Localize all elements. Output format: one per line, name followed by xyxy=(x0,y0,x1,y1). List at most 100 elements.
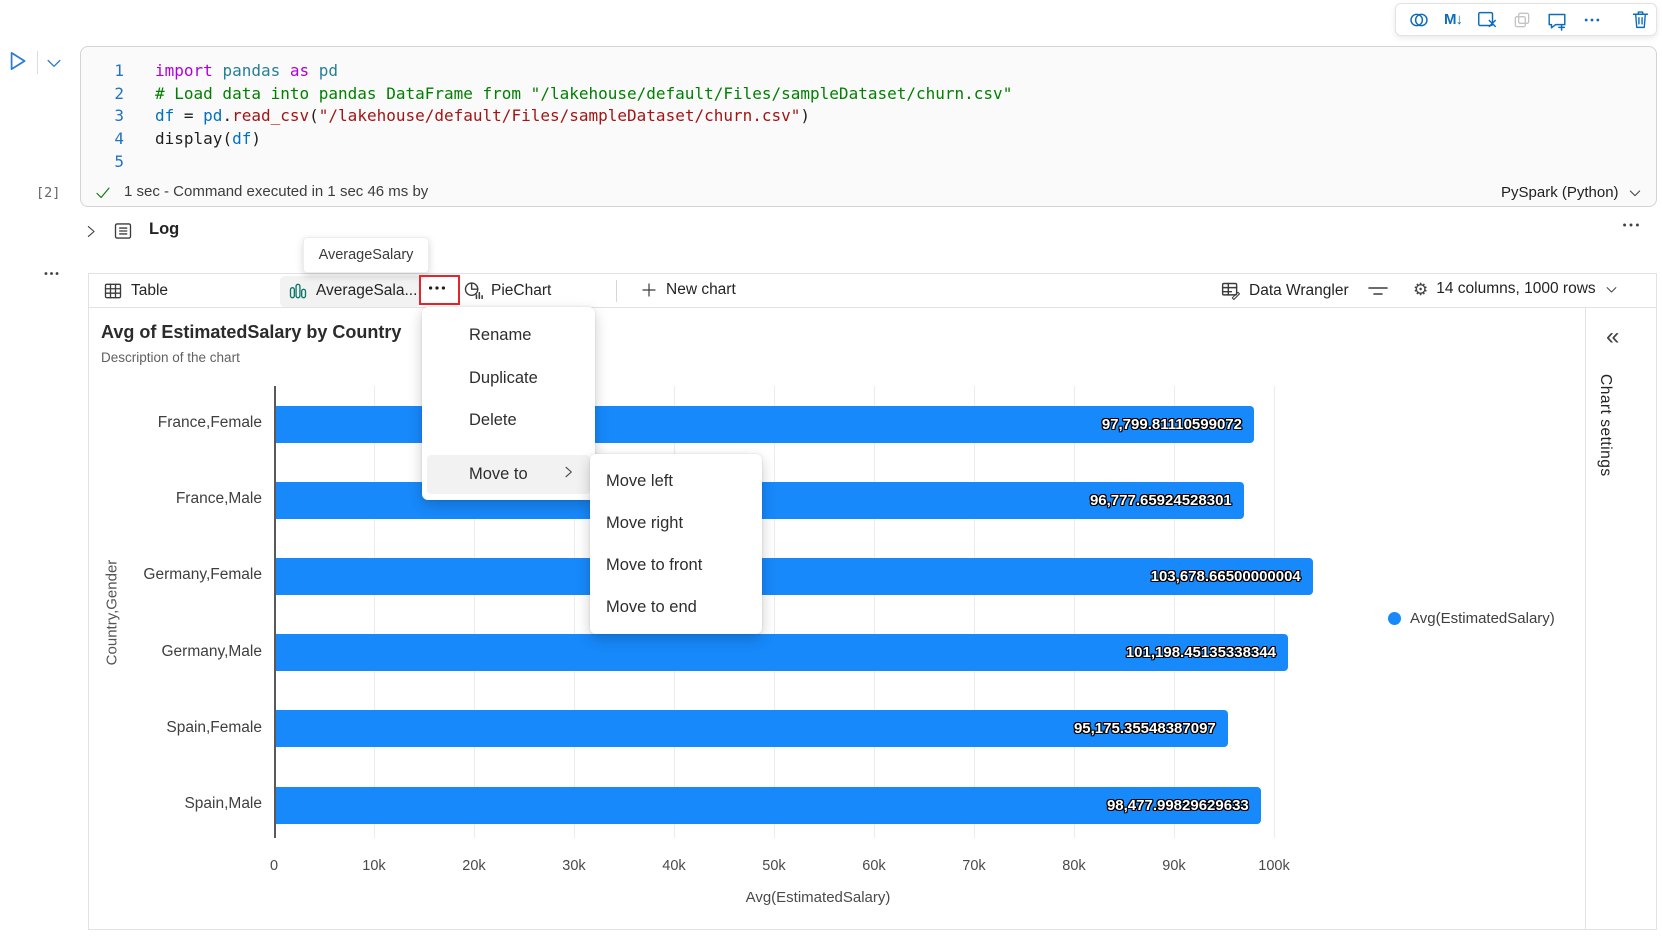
bar-value-label: 96,777.65924528301 xyxy=(1089,491,1232,509)
category-label: Spain,Female xyxy=(166,718,262,736)
bar-value-label: 98,477.99829629633 xyxy=(1106,796,1249,814)
x-tick-label: 20k xyxy=(462,858,486,874)
convert-to-markdown-icon[interactable]: M↓ xyxy=(1444,11,1463,28)
y-axis-title: Country,Gender xyxy=(103,559,121,666)
x-tick-label: 60k xyxy=(862,858,886,874)
run-options-chevron-icon[interactable] xyxy=(44,53,64,73)
log-icon xyxy=(113,221,133,241)
line-number: 3 xyxy=(114,106,124,126)
x-tick-label: 70k xyxy=(962,858,986,874)
code-line[interactable]: 4 display(df) xyxy=(80,128,1640,151)
code-line[interactable]: 3 df = pd.read_csv("/lakehouse/default/Fi… xyxy=(80,105,1640,128)
bar-Spain,Female[interactable] xyxy=(276,710,1228,748)
bar-value-label: 95,175.35548387097 xyxy=(1073,720,1216,738)
line-number: 4 xyxy=(114,129,124,149)
bar-Germany,Female[interactable] xyxy=(276,557,1313,595)
category-label: Germany,Male xyxy=(161,642,263,660)
selected-tab-background xyxy=(280,276,421,307)
category-label: France,Male xyxy=(175,490,262,508)
bar-Spain,Male[interactable] xyxy=(276,786,1261,824)
code-cell[interactable] xyxy=(80,46,1657,207)
new-chart-button[interactable]: New chart xyxy=(640,281,736,299)
code-line[interactable]: 2 # Load data into pandas DataFrame from … xyxy=(80,83,1640,106)
log-more-options-icon[interactable] xyxy=(1620,214,1642,236)
status-message: 1 sec - Command executed in 1 sec 46 ms … xyxy=(124,183,429,200)
code-line[interactable]: 1 import pandas as pd xyxy=(80,60,1640,83)
tab-context-menu: Rename Duplicate Delete Move to xyxy=(422,307,595,500)
code-line[interactable]: 5 xyxy=(80,151,1640,174)
line-number: 1 xyxy=(114,61,124,80)
legend-marker xyxy=(1388,612,1401,625)
legend: Avg(EstimatedSalary) xyxy=(1388,610,1555,627)
x-tick-label: 80k xyxy=(1062,858,1086,874)
legend-label: Avg(EstimatedSalary) xyxy=(1410,610,1555,627)
data-wrangler-icon xyxy=(1221,282,1241,301)
copilot-icon[interactable] xyxy=(1408,9,1430,31)
x-tick-label: 30k xyxy=(562,858,586,874)
menu-item-move-left[interactable]: Move left xyxy=(606,472,673,490)
bar-Germany,Male[interactable] xyxy=(276,634,1288,672)
category-label: Germany,Female xyxy=(143,566,262,584)
x-tick-label: 0 xyxy=(269,858,279,874)
x-axis-title: Avg(EstimatedSalary) xyxy=(745,889,891,906)
run-cell-button[interactable] xyxy=(4,48,30,74)
gridline xyxy=(474,386,475,838)
menu-item-move-to-front[interactable]: Move to front xyxy=(606,556,703,574)
line-number: 2 xyxy=(114,83,124,103)
add-comment-icon[interactable] xyxy=(1546,9,1568,31)
new-chart-label: New chart xyxy=(666,281,736,298)
log-expander-chevron-icon[interactable] xyxy=(82,223,99,240)
gridline xyxy=(374,386,375,838)
x-tick-label: 100k xyxy=(1258,858,1290,874)
kernel-selector[interactable]: PySpark (Python) xyxy=(1495,183,1649,202)
log-label: Log xyxy=(149,220,180,238)
gridline xyxy=(1274,386,1275,838)
more-cell-options-icon[interactable] xyxy=(1582,10,1602,30)
tab-average-salary-label: AverageSala... xyxy=(316,282,418,299)
data-wrangler-label: Data Wrangler xyxy=(1249,281,1349,299)
x-tick-label: 50k xyxy=(762,858,786,874)
category-label: Spain,Male xyxy=(184,795,262,812)
tab-average-salary[interactable]: AverageSala... xyxy=(288,281,417,301)
submenu-chevron-icon xyxy=(560,464,576,480)
success-check-icon xyxy=(94,184,112,202)
clear-outputs-icon[interactable] xyxy=(1476,9,1498,31)
tab-piechart[interactable]: PieChart xyxy=(462,280,551,301)
x-tick-label: 10k xyxy=(362,858,386,874)
sidebar-divider xyxy=(1585,308,1586,929)
pie-chart-icon xyxy=(464,282,483,300)
plus-icon xyxy=(642,283,656,297)
cell-toolbar: M↓ xyxy=(1395,3,1657,36)
menu-item-move-to[interactable]: Move to xyxy=(427,455,590,494)
tab-piechart-label: PieChart xyxy=(491,281,552,299)
bar-value-label: 97,799.81110599072 xyxy=(1101,415,1242,433)
run-divider xyxy=(37,51,38,74)
gridline xyxy=(574,386,575,838)
execution-count: [2] xyxy=(36,185,61,201)
menu-item-move-to-end[interactable]: Move to end xyxy=(606,598,697,616)
menu-item-delete[interactable]: Delete xyxy=(469,411,517,429)
chart-card xyxy=(88,273,1657,930)
columns-rows-selector[interactable]: ⚙ 14 columns, 1000 rows xyxy=(1413,280,1619,298)
kernel-label: PySpark (Python) xyxy=(1501,184,1619,201)
menu-item-rename[interactable]: Rename xyxy=(469,326,532,344)
tab-table[interactable]: Table xyxy=(103,281,168,301)
gridline xyxy=(874,386,875,838)
x-tick-label: 40k xyxy=(662,858,686,874)
chart-description: Description of the chart xyxy=(101,350,240,365)
filter-icon[interactable] xyxy=(1366,283,1390,299)
menu-item-duplicate[interactable]: Duplicate xyxy=(469,369,538,387)
data-wrangler-button[interactable]: Data Wrangler xyxy=(1220,280,1349,301)
delete-cell-icon[interactable] xyxy=(1630,9,1651,30)
chevron-down-icon xyxy=(1629,189,1640,196)
code-editor[interactable]: 1 import pandas as pd 2 # Load data into pa… xyxy=(80,60,1640,173)
tab-tooltip: AverageSalary xyxy=(303,237,429,273)
click-annotation-box xyxy=(419,275,460,305)
gridline xyxy=(974,386,975,838)
column-chart-icon xyxy=(289,283,307,299)
output-more-options-icon[interactable] xyxy=(42,264,61,283)
tabbar-divider xyxy=(89,307,1656,308)
tab-more-options-icon[interactable] xyxy=(426,279,448,297)
menu-item-move-right[interactable]: Move right xyxy=(606,514,684,532)
collapse-panel-icon[interactable]: « xyxy=(1600,324,1625,350)
